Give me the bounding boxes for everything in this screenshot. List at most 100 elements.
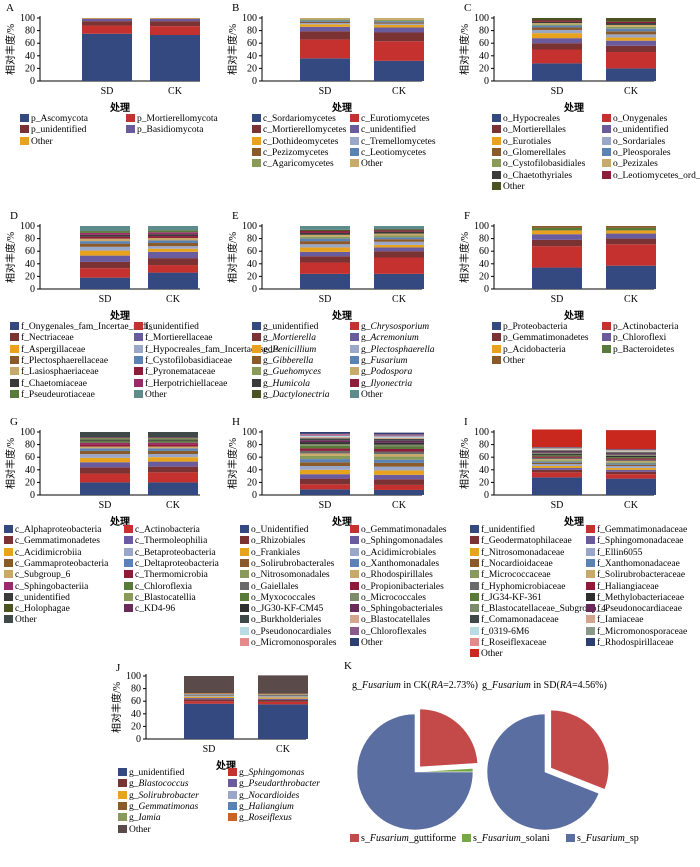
bar-segment: [532, 21, 582, 24]
bar-segment: [374, 244, 424, 248]
panel-label: I: [464, 416, 468, 428]
bar-segment: [300, 262, 350, 274]
legend-item: f_Xanthomonadaceae: [586, 558, 680, 570]
legend-swatch: [492, 322, 501, 330]
bar-segment: [150, 18, 200, 19]
bar-segment: [82, 18, 132, 22]
y-tick-label: 60: [131, 696, 141, 707]
legend-label: g_Gemmatimonas: [129, 801, 199, 812]
legend-label: g_Chrysosporium: [361, 322, 430, 332]
bar-segment: [374, 235, 424, 238]
bar-segment: [532, 29, 582, 34]
bar-segment: [532, 234, 582, 240]
legend-item: f_Hyphomicrobiaceae: [470, 581, 565, 593]
y-tick-label: 60: [25, 452, 35, 463]
bar-segment: [148, 265, 198, 273]
bar-segment: [606, 453, 656, 455]
bar-segment: [606, 45, 656, 53]
legend-label: c_Tremellomycetes: [361, 136, 436, 147]
legend-item: f_Rhodospirillaceae: [586, 638, 674, 649]
bar-segment: [300, 466, 350, 470]
bar-segment: [374, 432, 424, 435]
bar-segment: [258, 697, 308, 699]
legend-swatch: [602, 170, 611, 179]
legend-swatch: [4, 570, 13, 579]
legend-item: f_Onygenales_fam_Incertae_sedis: [10, 322, 152, 333]
bar-segment: [606, 460, 656, 463]
x-tick-label: SD: [99, 500, 112, 511]
bar-segment: [606, 449, 656, 451]
legend-item: f_Mortierellaceae: [134, 333, 213, 344]
bar-segment: [80, 444, 130, 447]
legend-label: f_Aspergillaceae: [21, 344, 86, 355]
legend-label: o_Rhodospirillales: [361, 570, 433, 581]
legend-swatch: [4, 536, 13, 545]
legend-item: g_unidentified: [252, 322, 318, 333]
bar-segment: [80, 462, 130, 468]
bar-segment: [80, 432, 130, 438]
bar-segment: [300, 241, 350, 245]
bar-segment: [300, 462, 350, 467]
bar-segment: [532, 454, 582, 456]
legend-label: o_Frankiales: [251, 547, 301, 558]
y-tick-label: 60: [247, 38, 257, 49]
bar-segment: [532, 461, 582, 463]
legend-item: f_Aspergillaceae: [10, 344, 86, 356]
legend-swatch: [4, 525, 13, 533]
legend-label: Other: [481, 649, 503, 660]
bar-segment: [258, 696, 308, 698]
bar-segment: [606, 37, 656, 41]
bar-segment: [606, 24, 656, 27]
legend-label: f_Nectriaceae: [21, 333, 74, 344]
legend-item: c_unidentified: [4, 592, 70, 604]
x-tick-label: CK: [166, 500, 181, 511]
legend-swatch: [228, 779, 237, 788]
bar-segment: [184, 699, 234, 702]
bar-segment: [374, 23, 424, 25]
legend-swatch: [470, 615, 479, 624]
legend-item: f_Iamiaceae: [586, 615, 643, 626]
legend-label: Other: [15, 615, 37, 626]
legend-item: p_Mortierellomycota: [126, 114, 218, 125]
bar-segment: [374, 442, 424, 445]
bar-segment: [258, 694, 308, 695]
legend-swatch: [240, 615, 249, 624]
legend-label: Other: [129, 824, 151, 835]
legend-label: o_unidentified: [613, 125, 669, 136]
pie-charts: [356, 708, 610, 831]
bar-segment: [532, 459, 582, 461]
legend-label: g_unidentified: [129, 768, 185, 778]
bar-segment: [80, 437, 130, 439]
bar-segment: [148, 482, 198, 495]
x-axis-label: 处理: [109, 309, 130, 322]
legend-label: g_Dactylonectria: [263, 389, 330, 400]
legend-item: f_Lasiosphaeriaceae: [10, 367, 99, 378]
bar-segment: [532, 451, 582, 453]
legend-swatch: [4, 581, 13, 590]
legend-swatch: [252, 355, 261, 364]
bar-segment: [80, 236, 130, 239]
legend-swatch: [350, 367, 359, 376]
legend-item: f_Solirubrobacteraceae: [586, 570, 685, 581]
y-tick-label: 0: [30, 490, 35, 501]
legend-label: c_Subgroup_6: [15, 570, 71, 581]
y-tick-label: 100: [20, 221, 35, 232]
legend-item: o_Blastocatellales: [350, 615, 430, 626]
legend-item: c_Holophagae: [4, 604, 70, 615]
y-tick-label: 80: [247, 440, 257, 451]
bar-segment: [80, 231, 130, 233]
bar-segment: [148, 432, 198, 438]
legend-item: c_Eurotiomycetes: [350, 114, 430, 125]
bar-segment: [258, 704, 308, 739]
legend-label: g_Mortierella: [263, 333, 316, 344]
legend-item: o_Gemmatimonadales: [350, 525, 446, 536]
legend-label: o_Gemmatimonadales: [361, 525, 447, 535]
bar-segment: [606, 469, 656, 472]
legend-label: o_Eurotiales: [503, 136, 552, 147]
legend-label: o_Micrococcales: [361, 592, 426, 603]
legend-swatch: [252, 322, 261, 330]
legend-item: c_Leotiomycetes: [350, 147, 426, 159]
y-tick-label: 80: [479, 234, 489, 245]
bar-segment: [374, 273, 424, 289]
